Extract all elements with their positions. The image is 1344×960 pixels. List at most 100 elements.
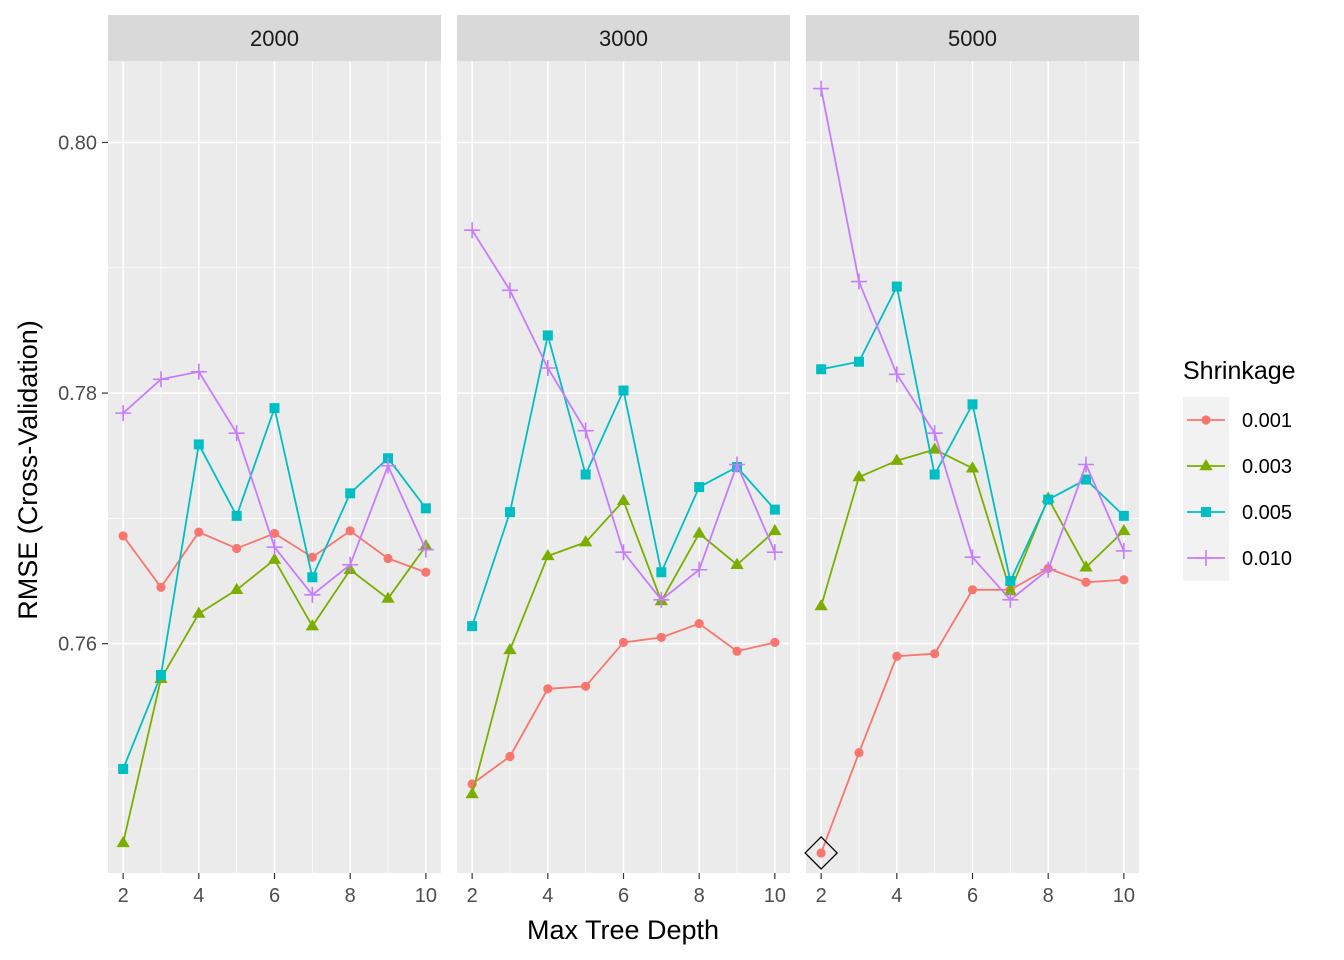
- data-point: [543, 684, 553, 694]
- data-point: [929, 469, 940, 480]
- data-point: [769, 504, 780, 515]
- series-0.005: [816, 281, 1129, 587]
- data-point: [230, 582, 244, 595]
- data-point: [116, 835, 130, 848]
- series-0.010: [464, 222, 783, 608]
- data-point: [581, 681, 591, 691]
- data-point: [503, 642, 517, 655]
- facet-panel-3000: 3000 2 4 6 8 10: [457, 15, 790, 907]
- facet-strip-label: 5000: [948, 26, 997, 51]
- data-point: [504, 507, 515, 518]
- facet-strip: [806, 15, 1139, 61]
- data-point: [653, 591, 670, 608]
- data-point: [420, 503, 431, 514]
- data-point: [1078, 456, 1095, 473]
- series-0.001: [118, 526, 431, 592]
- data-point: [118, 763, 129, 774]
- data-point: [964, 549, 981, 566]
- data-point: [618, 637, 629, 648]
- legend-key-marker: [1198, 550, 1214, 566]
- series-0.001: [467, 619, 780, 789]
- x-tick-label: 8: [694, 885, 705, 907]
- data-point: [892, 651, 902, 661]
- data-point: [467, 621, 478, 632]
- data-point: [383, 553, 393, 564]
- data-point: [232, 543, 242, 554]
- data-point: [152, 371, 169, 388]
- series-0.010: [115, 363, 434, 603]
- data-point: [853, 356, 864, 367]
- data-point: [691, 561, 708, 578]
- data-point: [381, 591, 395, 603]
- data-point: [891, 281, 902, 292]
- x-tick-label: 2: [816, 885, 827, 907]
- y-tick-label: 0.78: [58, 383, 97, 405]
- data-point: [577, 422, 594, 439]
- x-tick-label: 4: [542, 885, 553, 907]
- data-point: [155, 670, 166, 681]
- legend-label: 0.010: [1242, 548, 1292, 570]
- data-point: [345, 488, 356, 499]
- data-point: [928, 442, 942, 454]
- data-point: [816, 364, 827, 375]
- data-point: [1119, 575, 1129, 585]
- data-point: [580, 469, 591, 480]
- data-point: [542, 330, 553, 341]
- data-point: [1117, 523, 1131, 536]
- data-point: [814, 599, 828, 611]
- data-point: [766, 544, 783, 561]
- data-point: [656, 632, 666, 643]
- data-point: [305, 619, 319, 631]
- legend-title: Shrinkage: [1183, 357, 1296, 385]
- data-point: [304, 586, 321, 603]
- x-tick-label: 10: [764, 885, 786, 907]
- x-tick-label: 2: [118, 885, 129, 907]
- data-point: [732, 646, 742, 656]
- data-point: [729, 456, 746, 473]
- x-tick-label: 10: [1113, 885, 1135, 907]
- data-point: [816, 848, 826, 858]
- series-0.010: [813, 80, 1132, 608]
- data-point: [770, 637, 780, 648]
- data-point: [156, 582, 166, 592]
- data-point: [1081, 474, 1092, 485]
- y-axis-title: RMSE (Cross-Validation): [13, 320, 43, 620]
- data-point: [1079, 560, 1093, 572]
- data-point: [231, 510, 242, 521]
- facet-strip-label: 3000: [599, 26, 648, 51]
- legend-item-0.010: 0.010: [1183, 535, 1292, 581]
- legend-key-marker: [1201, 415, 1211, 425]
- data-point: [930, 649, 940, 659]
- data-point: [269, 528, 280, 539]
- legend-label: 0.001: [1242, 410, 1292, 432]
- data-point: [618, 385, 629, 396]
- legend-item-0.005: 0.005: [1183, 489, 1292, 535]
- data-point: [464, 222, 481, 239]
- data-point: [967, 399, 978, 410]
- legend-label: 0.003: [1242, 456, 1292, 478]
- data-point: [193, 439, 204, 450]
- y-tick-label: 0.76: [58, 634, 97, 656]
- data-point: [269, 403, 280, 414]
- data-point: [307, 572, 318, 583]
- data-point: [465, 787, 479, 799]
- data-point: [417, 541, 434, 558]
- x-tick-label: 6: [618, 885, 629, 907]
- data-point: [1081, 577, 1091, 587]
- data-point: [505, 751, 515, 762]
- data-point: [888, 366, 905, 383]
- data-point: [656, 567, 667, 578]
- x-tick-label: 4: [193, 885, 204, 907]
- x-tick-label: 4: [891, 885, 902, 907]
- data-point: [267, 552, 282, 564]
- data-point: [965, 461, 980, 473]
- data-point: [615, 544, 632, 561]
- legend: Shrinkage 0.001 0.003 0.005 0.010: [1183, 357, 1296, 581]
- data-point: [692, 526, 706, 538]
- facet-panel-2000: 2000 2 4 6 8 10: [108, 15, 441, 907]
- data-point: [501, 282, 518, 299]
- data-point: [192, 606, 206, 618]
- facet-strip: [108, 15, 441, 61]
- data-point: [1002, 591, 1019, 608]
- highlight-diamond: [804, 836, 839, 870]
